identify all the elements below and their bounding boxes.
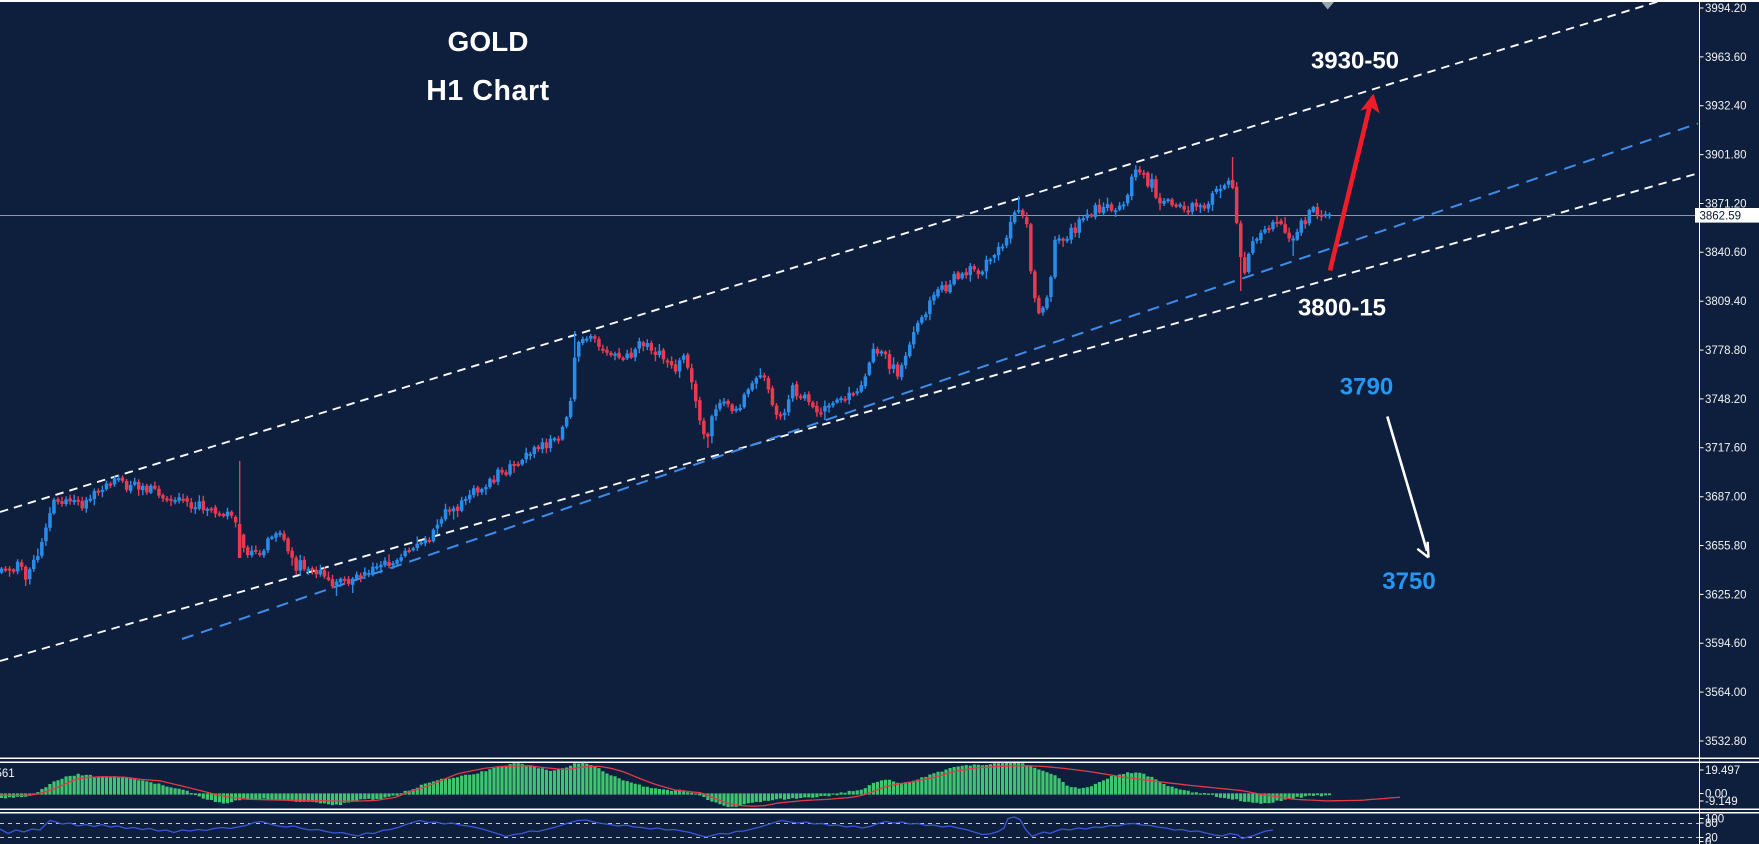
- svg-text:3778.80: 3778.80: [1705, 345, 1747, 357]
- svg-text:80: 80: [1705, 818, 1718, 830]
- svg-text:19.497: 19.497: [1705, 765, 1740, 777]
- svg-text:3790: 3790: [1340, 374, 1393, 401]
- svg-text:3750: 3750: [1382, 568, 1435, 595]
- svg-text:3871.20: 3871.20: [1705, 198, 1747, 210]
- svg-text:3748.20: 3748.20: [1705, 394, 1747, 406]
- svg-text:3687.00: 3687.00: [1705, 492, 1747, 504]
- svg-text:3994.20: 3994.20: [1705, 3, 1747, 15]
- svg-text:100: 100: [1705, 813, 1724, 825]
- svg-text:3932.40: 3932.40: [1705, 101, 1747, 113]
- svg-text:3963.60: 3963.60: [1705, 52, 1747, 64]
- svg-text:GOLD: GOLD: [448, 26, 529, 57]
- svg-text:3901.80: 3901.80: [1705, 150, 1747, 162]
- svg-text:0: 0: [1705, 836, 1711, 844]
- svg-text:3809.40: 3809.40: [1705, 296, 1747, 308]
- svg-text:3930-50: 3930-50: [1311, 48, 1399, 75]
- svg-text:3862.59: 3862.59: [1700, 211, 1742, 223]
- svg-text:3594.60: 3594.60: [1705, 638, 1747, 650]
- svg-text:561: 561: [0, 768, 15, 780]
- svg-text:3717.60: 3717.60: [1705, 443, 1747, 455]
- svg-text:3840.60: 3840.60: [1705, 247, 1747, 259]
- svg-text:3655.80: 3655.80: [1705, 540, 1747, 552]
- svg-text:-9.149: -9.149: [1705, 796, 1738, 808]
- svg-text:0.00: 0.00: [1705, 788, 1727, 800]
- svg-text:3564.00: 3564.00: [1705, 687, 1747, 699]
- svg-text:3532.80: 3532.80: [1705, 736, 1747, 748]
- svg-text:3625.20: 3625.20: [1705, 589, 1747, 601]
- svg-text:20: 20: [1705, 832, 1718, 844]
- svg-text:H1 Chart: H1 Chart: [426, 75, 550, 107]
- svg-text:3800-15: 3800-15: [1298, 295, 1386, 322]
